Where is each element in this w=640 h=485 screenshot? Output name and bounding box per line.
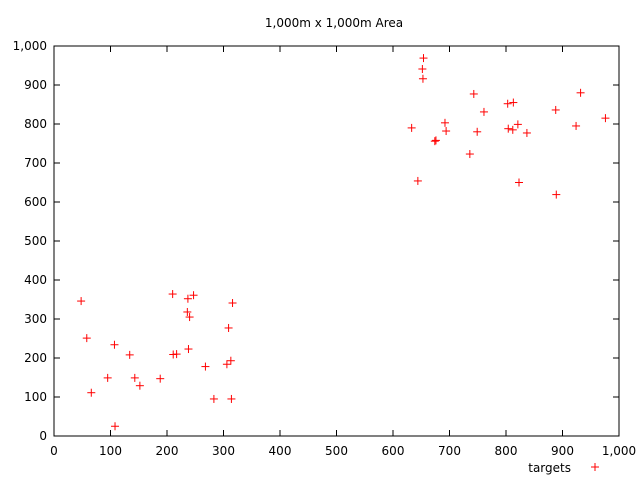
- data-point: [514, 178, 523, 187]
- data-point: [156, 374, 165, 383]
- data-point: [509, 98, 518, 107]
- data-point: [111, 422, 120, 431]
- data-point: [552, 190, 561, 199]
- y-tick-label: 300: [24, 312, 47, 326]
- x-axis: 0 100 200 300 400 500 600 700 800 900 1,000: [50, 46, 636, 458]
- x-tick-label: 900: [551, 444, 574, 458]
- y-tick-label: 1,000: [13, 39, 47, 53]
- data-point: [227, 394, 236, 403]
- data-point: [576, 88, 585, 97]
- data-point: [430, 137, 439, 146]
- data-point: [503, 99, 512, 108]
- data-point: [504, 124, 513, 133]
- y-tick-label: 100: [24, 390, 47, 404]
- data-point: [413, 176, 422, 185]
- data-point: [185, 313, 194, 322]
- y-tick-label: 900: [24, 78, 47, 92]
- y-axis: 0 100 200 300 400 500 600 700 800 900 1,000: [13, 39, 619, 443]
- data-point: [135, 381, 144, 390]
- data-point: [168, 290, 177, 299]
- data-point: [431, 136, 440, 145]
- data-point: [418, 74, 427, 83]
- y-tick-label: 800: [24, 117, 47, 131]
- legend-marker-targets: [591, 463, 599, 471]
- data-point: [473, 127, 482, 136]
- data-point: [183, 294, 192, 303]
- data-point: [222, 360, 231, 369]
- y-tick-label: 200: [24, 351, 47, 365]
- data-point: [469, 89, 478, 98]
- chart-title: 1,000m x 1,000m Area: [265, 16, 403, 30]
- data-point: [189, 291, 198, 300]
- x-tick-label: 600: [382, 444, 405, 458]
- data-point: [82, 334, 91, 343]
- data-point: [508, 125, 517, 134]
- x-tick-label: 800: [495, 444, 518, 458]
- data-point: [551, 105, 560, 114]
- legend: targets: [528, 461, 599, 475]
- data-point: [419, 54, 428, 63]
- y-tick-label: 700: [24, 156, 47, 170]
- data-point: [209, 394, 218, 403]
- x-tick-label: 400: [269, 444, 292, 458]
- data-point: [103, 373, 112, 382]
- x-tick-label: 500: [325, 444, 348, 458]
- x-tick-label: 100: [99, 444, 122, 458]
- data-point: [228, 299, 237, 308]
- data-point: [130, 373, 139, 382]
- series-targets: [77, 54, 610, 431]
- data-point: [183, 307, 192, 316]
- legend-label-targets: targets: [528, 461, 571, 475]
- data-point: [601, 114, 610, 123]
- x-tick-label: 0: [50, 444, 58, 458]
- legend-plus-marker: [591, 463, 599, 471]
- data-point: [172, 350, 181, 359]
- y-tick-label: 0: [39, 429, 47, 443]
- data-point: [87, 388, 96, 397]
- y-tick-label: 600: [24, 195, 47, 209]
- data-point: [226, 356, 235, 365]
- x-tick-label: 300: [212, 444, 235, 458]
- data-point: [110, 340, 119, 349]
- y-tick-label: 400: [24, 273, 47, 287]
- data-point: [418, 65, 427, 74]
- data-point: [407, 123, 416, 132]
- data-point: [442, 127, 451, 136]
- y-tick-label: 500: [24, 234, 47, 248]
- data-point: [572, 121, 581, 130]
- data-point: [479, 107, 488, 116]
- data-point: [440, 118, 449, 127]
- data-point: [125, 350, 134, 359]
- data-point: [77, 297, 86, 306]
- data-point: [513, 120, 522, 129]
- x-tick-label: 200: [156, 444, 179, 458]
- x-tick-label: 1,000: [602, 444, 636, 458]
- data-point: [522, 128, 531, 137]
- data-point: [465, 150, 474, 159]
- data-point: [224, 323, 233, 332]
- data-point: [184, 345, 193, 354]
- x-tick-label: 700: [438, 444, 461, 458]
- data-point: [201, 362, 210, 371]
